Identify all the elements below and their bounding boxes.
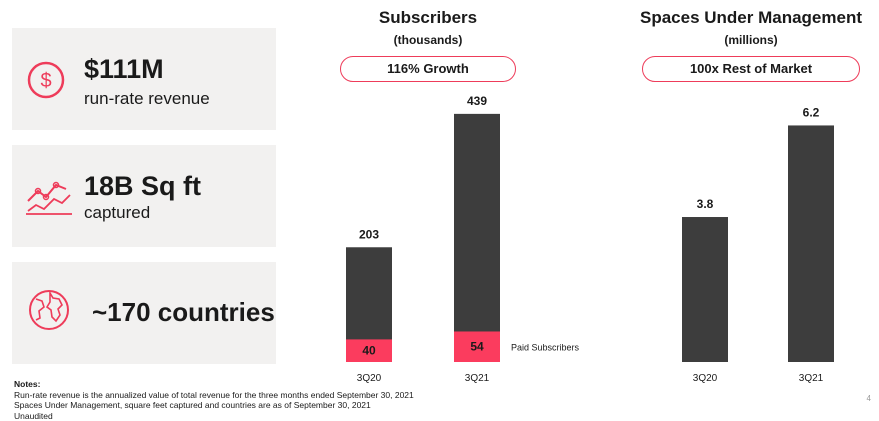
dollar-circle-icon: $ — [26, 60, 66, 100]
stat-value: 18B Sq ft — [84, 171, 201, 202]
note-line: Spaces Under Management, square feet cap… — [14, 400, 414, 411]
x-tick-label: 3Q20 — [693, 373, 718, 384]
bar-total — [454, 114, 500, 362]
bar-total — [788, 125, 834, 362]
bar-value-label: 439 — [467, 94, 487, 108]
subscribers-chart-title: Subscribers — [328, 8, 528, 28]
bar-value-label: 203 — [359, 227, 379, 241]
globe-icon — [26, 287, 72, 333]
spaces-chart-unit: (millions) — [634, 33, 868, 47]
svg-text:$: $ — [40, 70, 51, 92]
x-tick-label: 3Q21 — [799, 373, 824, 384]
stat-value: ~170 countries — [92, 297, 275, 328]
spaces-chart: 3.8 3Q20 6.2 3Q21 — [650, 90, 870, 390]
bar-value-label: 3.8 — [697, 197, 714, 211]
footnotes: Notes: Run-rate revenue is the annualize… — [14, 379, 414, 421]
growth-chart-icon — [24, 177, 74, 217]
paid-value-label: 40 — [362, 344, 376, 358]
bar-total — [682, 217, 728, 362]
spaces-market-badge: 100x Rest of Market — [642, 56, 860, 82]
stat-value: $111M — [84, 54, 164, 85]
x-tick-label: 3Q21 — [465, 373, 490, 384]
notes-heading: Notes: — [14, 379, 414, 390]
page-number: 4 — [867, 394, 871, 403]
stat-label: captured — [84, 203, 150, 223]
note-line: Run-rate revenue is the annualized value… — [14, 390, 414, 401]
stat-card-square-feet: 18B Sq ft captured — [12, 145, 276, 247]
paid-value-label: 54 — [470, 340, 484, 354]
stat-card-revenue: $ $111M run-rate revenue — [12, 28, 276, 130]
bar-value-label: 6.2 — [803, 105, 820, 119]
note-line: Unaudited — [14, 411, 414, 421]
subscribers-growth-badge: 116% Growth — [340, 56, 516, 82]
legend-paid-subscribers: Paid Subscribers — [511, 343, 580, 353]
spaces-chart-title: Spaces Under Management — [634, 8, 868, 28]
stat-label: run-rate revenue — [84, 89, 210, 109]
stat-card-countries: ~170 countries — [12, 262, 276, 364]
subscribers-chart-unit: (thousands) — [328, 33, 528, 47]
